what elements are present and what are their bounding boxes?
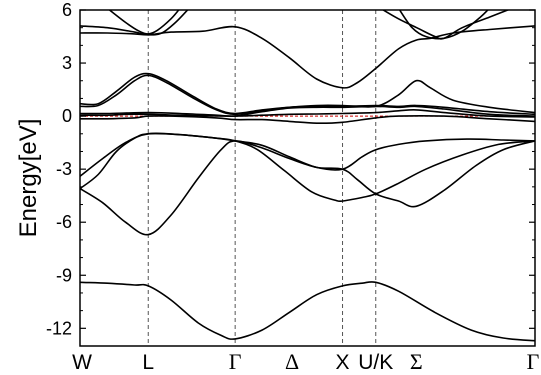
y-tick-label: -6	[56, 212, 72, 232]
y-tick-label: -3	[56, 159, 72, 179]
k-point-label-5: U/K	[358, 351, 393, 374]
band-line-5	[80, 109, 535, 118]
k-point-label-4: X	[336, 351, 350, 374]
k-point-label-6: Σ	[410, 349, 423, 374]
y-tick-label: -9	[56, 265, 72, 285]
band-line-4	[80, 132, 535, 203]
band-lines	[80, 10, 535, 342]
band-line-12	[108, 10, 180, 35]
k-point-label-0: W	[72, 351, 92, 374]
y-tick-label: 6	[62, 0, 72, 20]
k-point-label-7: Γ	[527, 349, 540, 374]
k-point-label-2: Γ	[229, 349, 242, 374]
k-point-label-3: Δ	[285, 349, 299, 374]
y-tick-label: 0	[62, 106, 72, 126]
k-point-label-1: L	[142, 351, 154, 374]
k-point-guides	[147, 10, 377, 346]
band-line-11	[80, 10, 189, 36]
band-line-7	[80, 115, 535, 125]
y-axis-title: Energy[eV]	[15, 119, 42, 238]
band-line-14	[381, 10, 510, 40]
x-axis-k-labels: W L Γ Δ X U/K Σ Γ	[72, 349, 540, 374]
y-axis-ticks: 6 3 0 -3 -6 -9 -12	[46, 0, 535, 347]
y-tick-label: -12	[46, 318, 72, 338]
band-line-1	[80, 281, 535, 342]
band-line-8	[80, 74, 535, 116]
band-line-6	[80, 105, 535, 118]
band-line-9	[80, 72, 535, 115]
plot-frame	[79, 9, 536, 347]
y-tick-label: 3	[62, 53, 72, 73]
